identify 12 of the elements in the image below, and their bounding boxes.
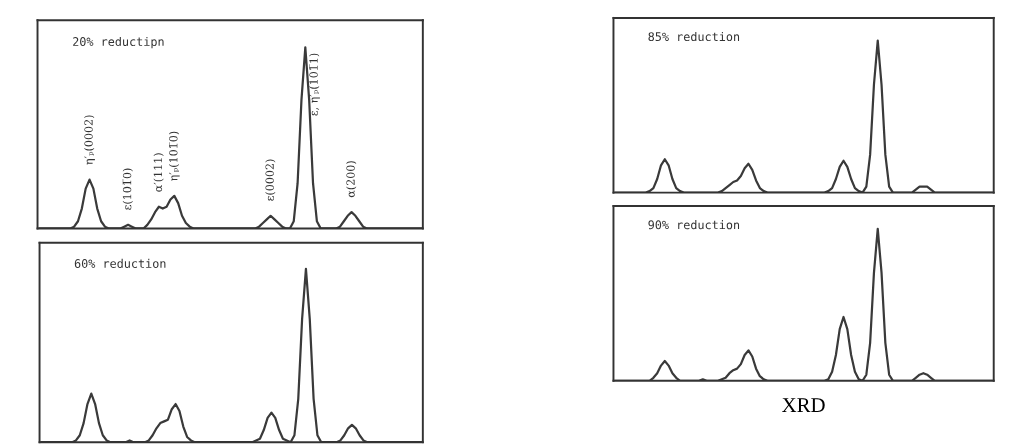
annotation: α′(111) [153,153,164,192]
chart-title: 90% reduction [648,220,740,230]
annotation: ε(0002) [265,159,276,201]
chart-title: 60% reduction [74,258,166,268]
annotation: ε(101̅0) [122,168,133,210]
annotation: η′ₚ(0002) [84,115,95,165]
chart-title: 20% reductipn [73,36,164,49]
annotation: η′ₚ(101̅0) [168,131,180,181]
chart-title: 85% reduction [648,31,740,42]
x-axis-title: XRD [782,398,825,412]
annotation: α(200) [346,161,357,198]
annotation: ε, η′ₚ(101̅1) [309,53,320,116]
